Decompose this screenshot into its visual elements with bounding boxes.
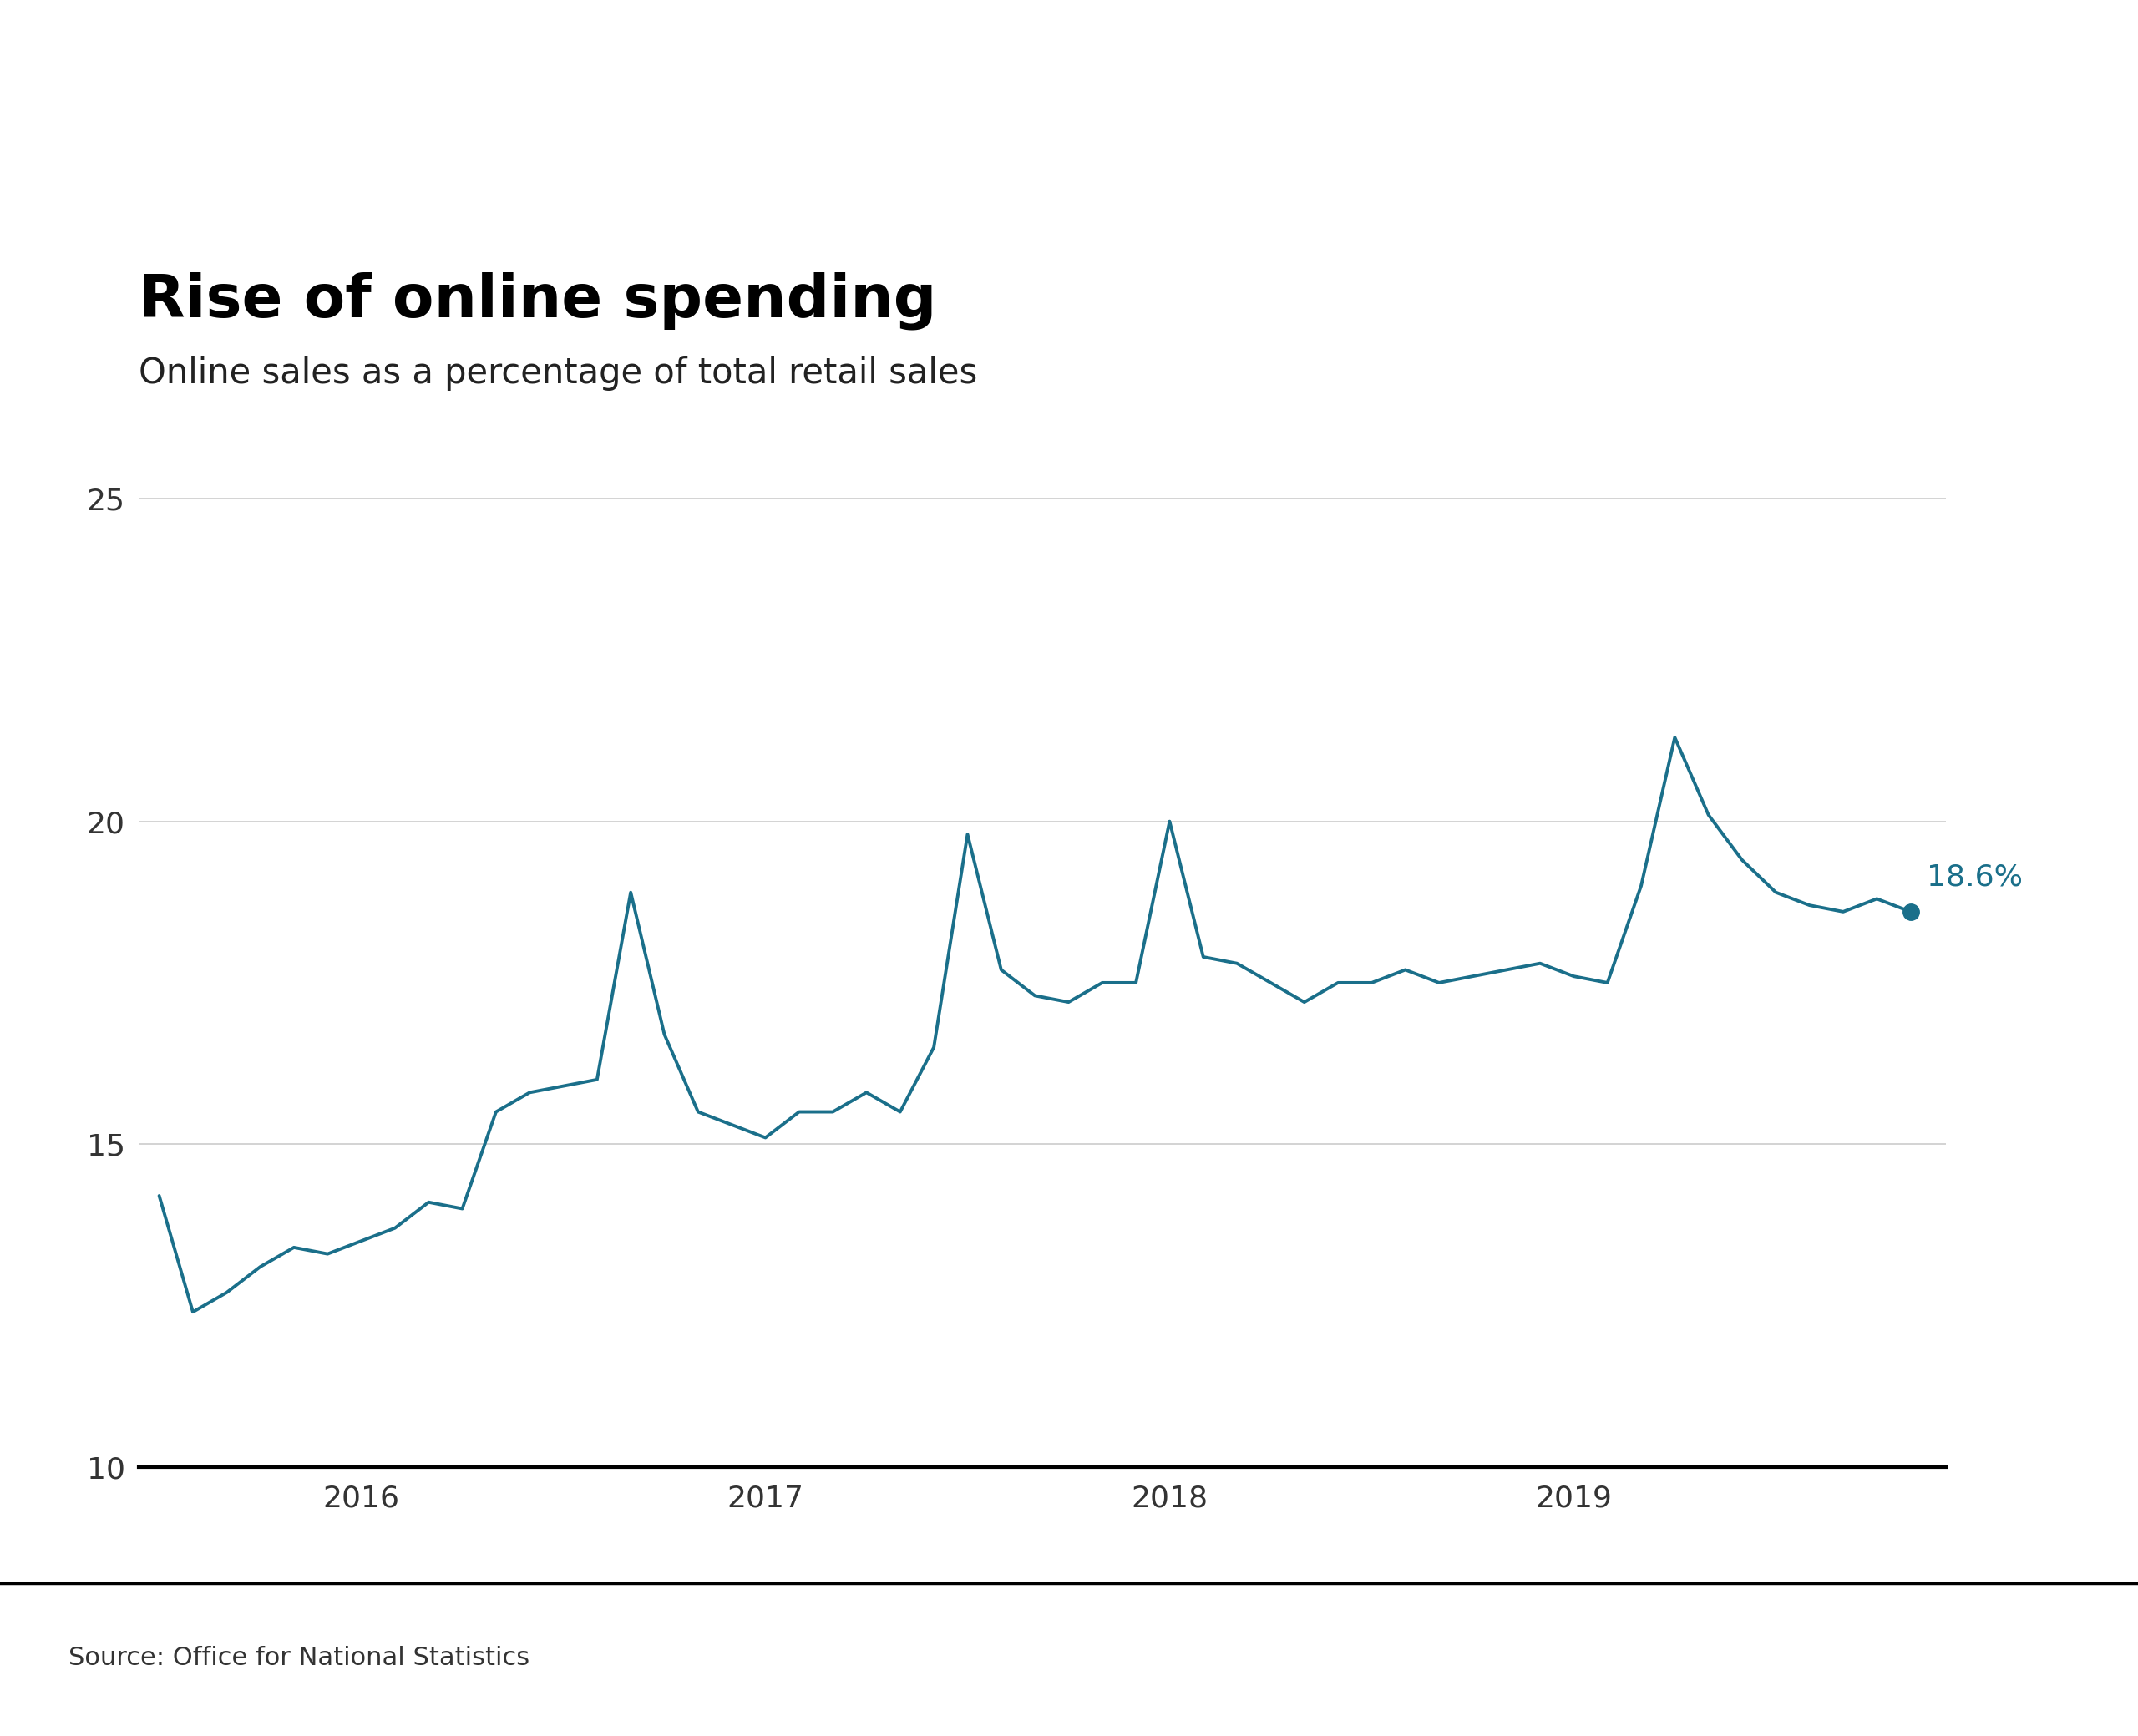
Text: 18.6%: 18.6% xyxy=(1926,863,2023,892)
Text: Rise of online spending: Rise of online spending xyxy=(139,273,936,330)
Text: BBC: BBC xyxy=(1924,1634,2010,1668)
Text: Online sales as a percentage of total retail sales: Online sales as a percentage of total re… xyxy=(139,356,977,391)
Text: Source: Office for National Statistics: Source: Office for National Statistics xyxy=(68,1646,530,1670)
